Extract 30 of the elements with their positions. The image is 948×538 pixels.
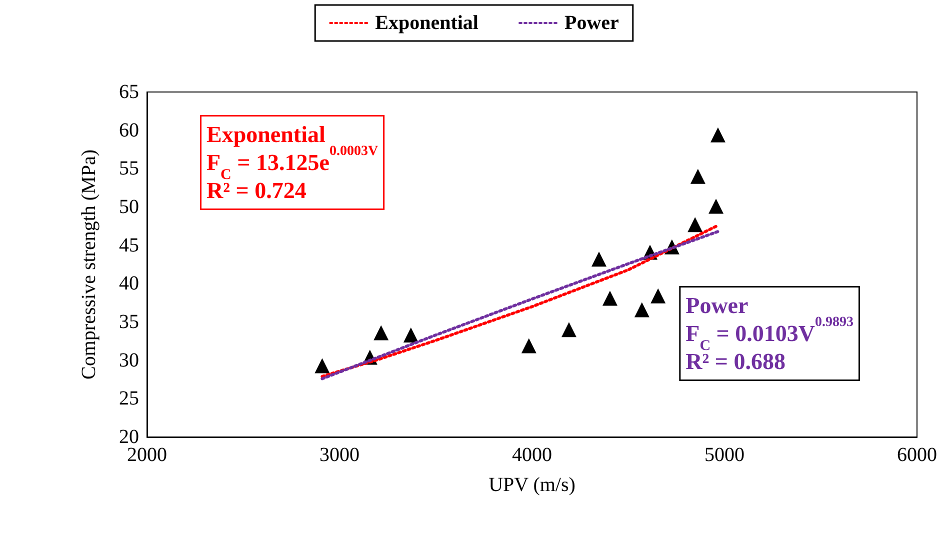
x-tick-label: 6000 — [897, 444, 937, 466]
point — [634, 302, 650, 318]
y-tick-label: 40 — [119, 272, 139, 295]
x-tick-label: 3000 — [320, 444, 360, 466]
point — [403, 328, 418, 343]
point — [591, 252, 606, 267]
y-axis-title: Compressive strength (MPa) — [78, 150, 100, 380]
point — [374, 325, 389, 340]
x-axis-title: UPV (m/s) — [488, 474, 576, 496]
x-tick-label: 4000 — [512, 444, 552, 466]
point — [650, 288, 666, 304]
y-tick-label: 50 — [119, 196, 139, 218]
point — [690, 168, 706, 184]
point — [314, 358, 330, 374]
point — [521, 338, 536, 354]
x-tick-label: 5000 — [704, 444, 744, 466]
point — [708, 198, 724, 214]
point — [602, 290, 618, 306]
point — [710, 127, 726, 142]
point — [688, 217, 703, 232]
legend-label: Power — [564, 12, 620, 34]
legend-label: Exponential — [375, 12, 479, 34]
point — [561, 322, 576, 338]
y-tick-label: 65 — [119, 81, 139, 103]
y-tick-label: 35 — [119, 311, 139, 333]
y-tick-label: 45 — [119, 234, 139, 256]
y-tick-label: 60 — [119, 119, 139, 142]
y-tick-label: 25 — [119, 388, 139, 410]
y-tick-label: 30 — [119, 349, 139, 372]
y-tick-label: 55 — [119, 158, 139, 180]
